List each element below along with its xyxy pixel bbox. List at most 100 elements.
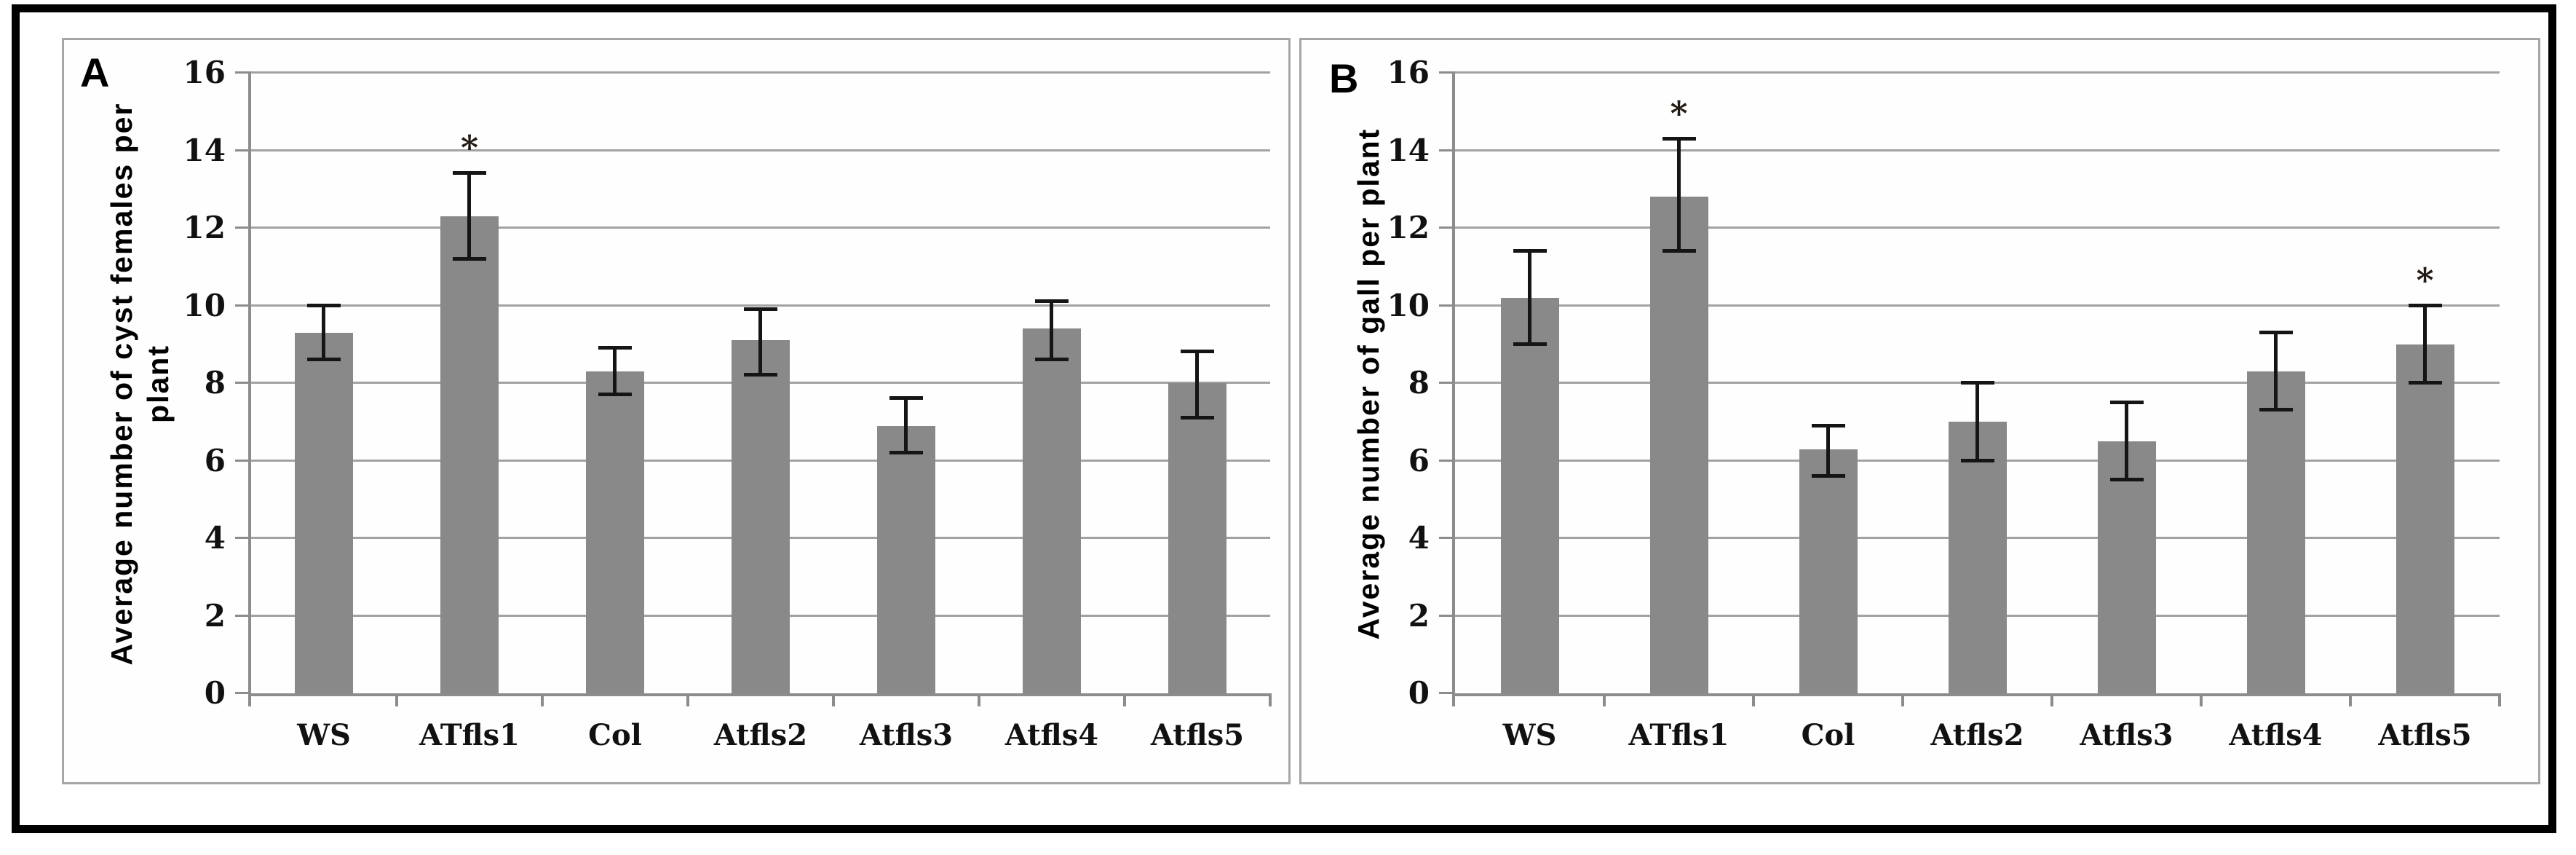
error-bar-cap-top bbox=[1662, 136, 1696, 141]
x-category-label-atfls1: ATfls1 bbox=[419, 718, 520, 752]
error-bar-cap-top bbox=[744, 307, 777, 311]
y-axis-tick-mark bbox=[1439, 71, 1455, 74]
bar-atfls2 bbox=[1948, 422, 2007, 693]
error-bar-line bbox=[1676, 138, 1681, 251]
y-axis-tick-mark bbox=[235, 692, 251, 694]
y-axis-tick-mark bbox=[235, 149, 251, 151]
bar-col bbox=[586, 371, 644, 693]
bar-atfls3 bbox=[877, 425, 935, 693]
bar-atfls1 bbox=[1649, 197, 1708, 693]
error-bar-line bbox=[2124, 402, 2128, 481]
bar-atfls2 bbox=[732, 340, 790, 693]
error-bar-cap-bottom bbox=[598, 392, 632, 396]
panel-a: A Average number of cyst females per pla… bbox=[62, 38, 1291, 784]
error-bar-cap-bottom bbox=[1811, 473, 1845, 478]
gridline-10 bbox=[251, 304, 1270, 307]
x-axis-tick-mark bbox=[2200, 693, 2203, 706]
panel-a-plot-area: 0 2 4 6 8 10 12 14 16 WS * ATfls1 Col Atfls2 Atfls3 Atf… bbox=[183, 58, 1272, 752]
y-axis-tick-mark bbox=[1439, 459, 1455, 462]
y-axis-tick-mark bbox=[235, 614, 251, 617]
y-axis-tick-label: 8 bbox=[1408, 365, 1430, 401]
error-bar-line bbox=[1826, 425, 1830, 476]
y-axis-tick-mark bbox=[1439, 614, 1455, 617]
error-bar-line bbox=[1527, 251, 1531, 344]
x-axis-tick-mark bbox=[1901, 693, 1904, 706]
error-bar-cap-top bbox=[1811, 423, 1845, 428]
error-bar-cap-top bbox=[1181, 350, 1214, 354]
error-bar-cap-bottom bbox=[2408, 381, 2442, 385]
y-axis-tick-label: 4 bbox=[204, 520, 226, 556]
y-axis-tick-mark bbox=[1439, 304, 1455, 307]
bar-atfls3 bbox=[2097, 441, 2156, 693]
error-bar-line bbox=[1975, 383, 1979, 461]
gridline-14 bbox=[1455, 149, 2500, 151]
error-bar-line bbox=[904, 398, 908, 453]
y-axis-tick-label: 2 bbox=[204, 597, 226, 634]
y-axis-tick-mark bbox=[235, 304, 251, 307]
y-axis-tick-label: 10 bbox=[183, 287, 226, 323]
bar-col bbox=[1799, 449, 1858, 693]
x-category-label-col: Col bbox=[588, 718, 642, 752]
x-axis-tick-mark bbox=[395, 693, 398, 706]
x-axis-tick-mark bbox=[1452, 693, 1455, 706]
error-bar-cap-bottom bbox=[2109, 478, 2144, 482]
bar-atfls5 bbox=[1168, 383, 1226, 693]
gridline-16 bbox=[251, 71, 1270, 74]
y-axis-tick-label: 0 bbox=[204, 675, 226, 711]
error-bar-line bbox=[1195, 352, 1199, 418]
gridline-14 bbox=[251, 149, 1270, 151]
y-axis-tick-label: 6 bbox=[1408, 442, 1430, 478]
x-axis-tick-mark bbox=[2498, 693, 2501, 706]
error-bar-line bbox=[613, 348, 617, 395]
error-bar-line bbox=[467, 173, 471, 259]
y-axis-tick-label: 14 bbox=[183, 132, 226, 168]
x-category-label-atfls3: Atfls3 bbox=[859, 718, 954, 752]
error-bar-cap-bottom bbox=[1960, 458, 1994, 462]
error-bar-cap-top bbox=[2259, 330, 2293, 334]
x-category-label-atfls1: ATfls1 bbox=[1628, 718, 1729, 752]
error-bar-cap-bottom bbox=[307, 358, 341, 362]
bar-ws bbox=[1500, 297, 1559, 693]
y-axis-tick-label: 6 bbox=[204, 442, 226, 478]
x-axis-tick-mark bbox=[832, 693, 835, 706]
error-bar-cap-top bbox=[598, 346, 632, 350]
bar-atfls4 bbox=[1023, 328, 1081, 693]
x-axis-tick-mark bbox=[1123, 693, 1126, 706]
error-bar-cap-bottom bbox=[744, 373, 777, 377]
y-axis-tick-label: 12 bbox=[1387, 210, 1430, 245]
error-bar-line bbox=[2273, 332, 2278, 411]
x-category-label-atfls2: Atfls2 bbox=[1930, 718, 2024, 752]
y-axis-tick-mark bbox=[235, 459, 251, 462]
error-bar-cap-top bbox=[889, 396, 923, 401]
x-category-label-col: Col bbox=[1801, 718, 1855, 752]
error-bar-cap-top bbox=[453, 171, 486, 176]
y-axis-tick-label: 16 bbox=[183, 55, 226, 90]
x-axis-tick-mark bbox=[1752, 693, 1755, 706]
x-category-label-atfls3: Atfls3 bbox=[2080, 718, 2173, 752]
x-axis-tick-mark bbox=[1603, 693, 1606, 706]
x-axis-tick-mark bbox=[2050, 693, 2053, 706]
x-category-label-atfls4: Atfls4 bbox=[2229, 718, 2323, 752]
error-bar-cap-top bbox=[1513, 248, 1547, 253]
y-axis-tick-mark bbox=[235, 382, 251, 384]
y-axis-tick-mark bbox=[235, 71, 251, 74]
y-axis-tick-label: 14 bbox=[1387, 132, 1430, 168]
x-category-label-atfls5: Atfls5 bbox=[2378, 718, 2472, 752]
x-axis-tick-mark bbox=[686, 693, 689, 706]
error-bar-cap-top bbox=[2109, 400, 2144, 404]
y-axis-tick-mark bbox=[1439, 382, 1455, 384]
y-axis-tick-label: 8 bbox=[204, 365, 226, 401]
gridline-16 bbox=[1455, 71, 2500, 74]
panel-b-plot-area: 0 2 4 6 8 10 12 14 16 WS * ATfls1 Col Atfls2 Atfls3 Atf… bbox=[1387, 58, 2501, 752]
panel-a-letter: A bbox=[80, 50, 110, 95]
error-bar-line bbox=[2422, 305, 2427, 383]
error-bar-cap-top bbox=[307, 303, 341, 307]
gridline-10 bbox=[1455, 304, 2500, 307]
x-category-label-atfls5: Atfls5 bbox=[1150, 718, 1245, 752]
x-axis-tick-mark bbox=[541, 693, 544, 706]
error-bar-cap-bottom bbox=[2259, 408, 2293, 412]
error-bar-cap-top bbox=[1035, 299, 1069, 304]
x-category-label-ws: WS bbox=[297, 718, 351, 752]
significance-asterisk: * bbox=[460, 128, 479, 168]
error-bar-cap-bottom bbox=[1035, 358, 1069, 362]
